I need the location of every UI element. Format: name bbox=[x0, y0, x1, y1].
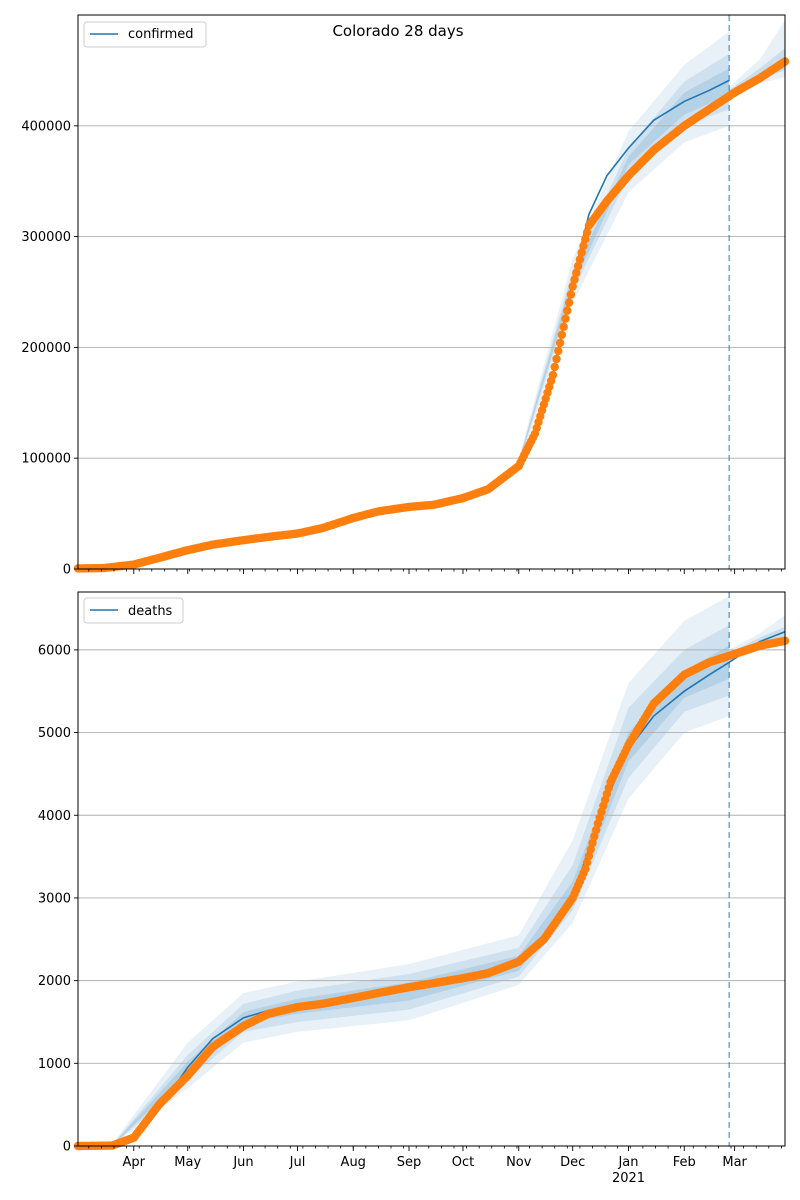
chart-title: Colorado 28 days bbox=[332, 22, 463, 40]
observed-point bbox=[586, 845, 595, 854]
x-tick-label: Mar bbox=[722, 1155, 747, 1170]
observed-point bbox=[568, 282, 577, 291]
uncertainty-band-outer bbox=[112, 596, 730, 1146]
x-tick-label: Aug bbox=[341, 1155, 366, 1170]
x-tick-label: Apr bbox=[123, 1155, 146, 1170]
observed-point bbox=[561, 314, 570, 323]
confirmed-axes: 0 100000 200000 300000 400000 bbox=[21, 14, 786, 578]
y-tick-label: 400000 bbox=[21, 119, 71, 134]
x-tick-label: Dec bbox=[560, 1155, 585, 1170]
observed-point bbox=[575, 255, 585, 264]
observed-point bbox=[566, 290, 576, 299]
x-tick-label: Feb bbox=[673, 1155, 696, 1170]
observed-point bbox=[579, 241, 588, 250]
observed-point bbox=[550, 362, 559, 372]
observed-point bbox=[564, 298, 574, 307]
observed-point bbox=[555, 338, 565, 348]
x-tick-label: Jul bbox=[289, 1155, 306, 1170]
legend-box bbox=[83, 21, 207, 48]
y-tick-label: 4000 bbox=[38, 809, 71, 824]
x-year-label: 2021 bbox=[612, 1171, 645, 1186]
deaths-axes: 0 1000 2000 3000 4000 5000 6000 Apr May Jun Jul Aug… bbox=[38, 591, 786, 1186]
y-tick-label: 100000 bbox=[21, 452, 71, 467]
y-tick-label: 3000 bbox=[38, 891, 71, 906]
observed-point bbox=[581, 234, 590, 244]
legend-box bbox=[83, 597, 184, 624]
observed-point bbox=[563, 306, 572, 315]
observed-point bbox=[588, 838, 597, 848]
y-tick-label: 300000 bbox=[21, 230, 71, 245]
observed-point bbox=[591, 825, 601, 835]
x-tick-label: Oct bbox=[452, 1155, 474, 1170]
deaths-series bbox=[73, 592, 790, 1151]
observed-point bbox=[573, 261, 583, 271]
observed-point bbox=[577, 248, 586, 257]
observed-point bbox=[570, 275, 579, 284]
y-tick-label: 200000 bbox=[21, 341, 71, 356]
observed-point bbox=[572, 268, 581, 278]
observed-point bbox=[590, 832, 599, 841]
confirmed-legend: confirmed bbox=[83, 21, 207, 48]
observed-point bbox=[582, 228, 592, 237]
x-tick-label: Jan bbox=[617, 1155, 638, 1170]
observed-point bbox=[559, 322, 568, 331]
confirmed-panel: 0 100000 200000 300000 400000 confirmed bbox=[21, 14, 790, 578]
y-tick-label: 1000 bbox=[38, 1057, 71, 1072]
observed-point bbox=[581, 864, 590, 874]
observed-point bbox=[548, 370, 558, 380]
axes-frame bbox=[77, 14, 786, 570]
uncertainty-band-middle bbox=[518, 53, 730, 465]
observed-point bbox=[552, 354, 561, 364]
confirmed-series bbox=[73, 15, 790, 573]
deaths-panel: 0 1000 2000 3000 4000 5000 6000 Apr May Jun Jul Aug… bbox=[38, 591, 790, 1186]
y-tick-label: 0 bbox=[63, 1140, 71, 1155]
uncertainty-band-outer bbox=[518, 31, 730, 468]
axes-frame bbox=[77, 591, 786, 1147]
y-tick-label: 0 bbox=[63, 563, 71, 578]
uncertainty-band-future-outer bbox=[729, 20, 785, 99]
y-tick-label: 5000 bbox=[38, 726, 71, 741]
x-tick-label: Jun bbox=[232, 1155, 253, 1170]
deaths-legend: deaths bbox=[83, 597, 184, 624]
observed-point bbox=[557, 330, 567, 339]
x-tick-label: May bbox=[174, 1155, 201, 1170]
observed-point bbox=[554, 346, 563, 356]
y-tick-label: 2000 bbox=[38, 974, 71, 989]
x-tick-label: Sep bbox=[397, 1155, 422, 1170]
confirmed-gridlines bbox=[78, 125, 785, 459]
observed-point bbox=[582, 858, 592, 867]
observed-point bbox=[584, 851, 594, 861]
legend-label-confirmed: confirmed bbox=[128, 27, 194, 42]
deaths-gridlines bbox=[78, 649, 785, 1064]
legend-label-deaths: deaths bbox=[128, 604, 173, 619]
y-tick-label: 6000 bbox=[38, 643, 71, 658]
x-tick-label: Nov bbox=[506, 1155, 532, 1170]
